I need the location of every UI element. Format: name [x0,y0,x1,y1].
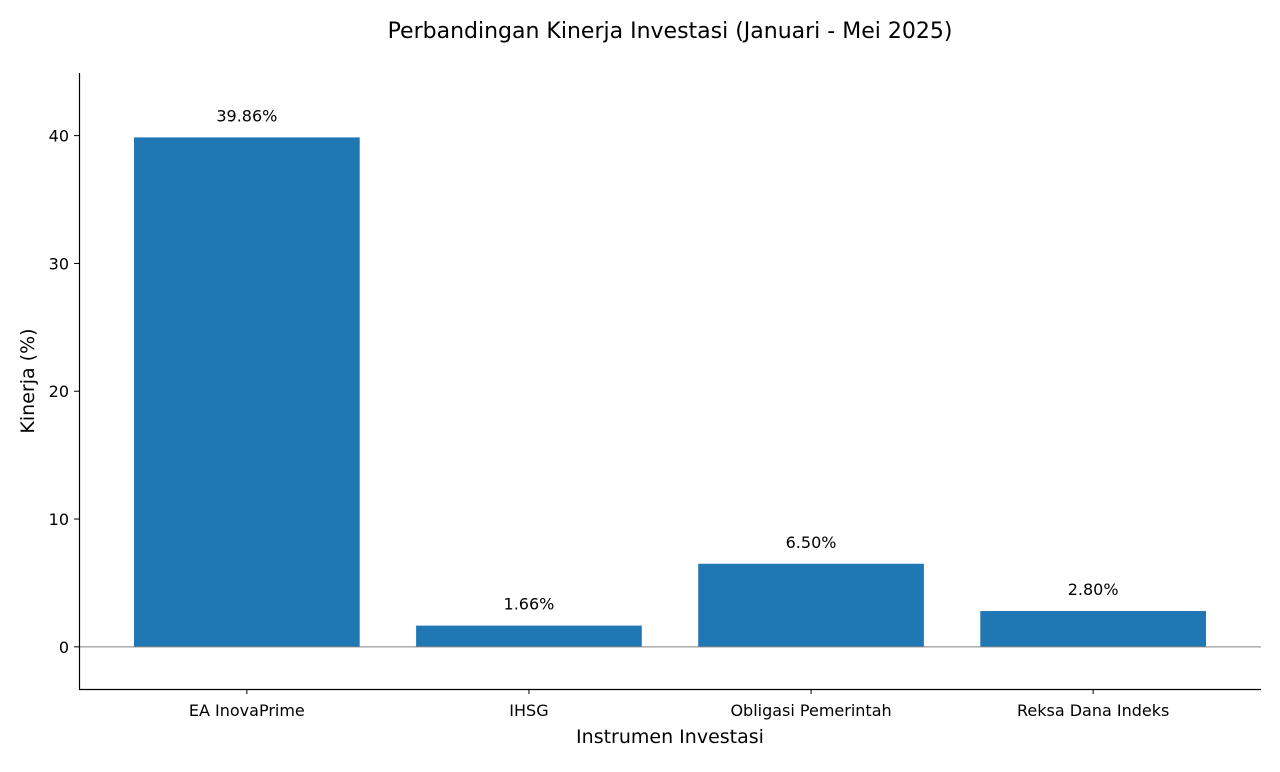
x-tick-label: Reksa Dana Indeks [1017,701,1169,720]
data-label: 1.66% [504,595,555,614]
y-tick-label: 30 [49,254,69,273]
bar [416,625,642,647]
x-tick-label: IHSG [509,701,548,720]
bar [698,563,924,647]
y-tick-label: 40 [49,127,69,146]
x-axis-label: Instrumen Investasi [576,726,764,748]
y-axis-label: Kinerja (%) [17,328,39,433]
y-tick-label: 20 [49,382,69,401]
x-tick-label: EA InovaPrime [189,701,305,720]
data-label: 2.80% [1068,580,1119,599]
data-label: 39.86% [216,106,277,125]
data-label: 6.50% [786,533,837,552]
y-tick-label: 0 [59,638,69,657]
bar [980,611,1206,647]
y-tick-label: 10 [49,510,69,529]
bar [134,137,360,647]
x-tick-label: Obligasi Pemerintah [730,701,891,720]
chart-title: Perbandingan Kinerja Investasi (Januari … [388,19,953,44]
